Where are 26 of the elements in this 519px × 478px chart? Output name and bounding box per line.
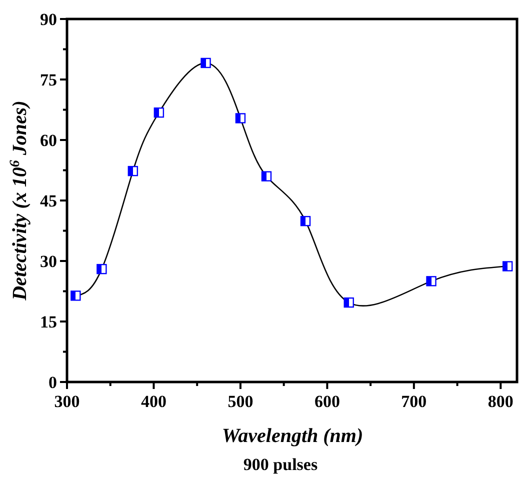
point (200, 58, 211, 68)
y-tick-label: 15 (40, 312, 57, 332)
point (426, 276, 436, 286)
y-tick-label: 0 (48, 372, 57, 392)
point (344, 297, 354, 308)
point (235, 113, 246, 124)
text: 900 pulses (243, 455, 318, 474)
point (96, 264, 107, 274)
x-tick-label: 500 (228, 392, 254, 411)
y-tick-label: 60 (40, 130, 57, 150)
point (70, 290, 81, 301)
x-tick-label: 400 (140, 392, 166, 411)
y-tick-label: 45 (40, 191, 57, 210)
y-tick-label: 75 (40, 70, 57, 90)
y-tick-label: 30 (40, 252, 57, 271)
x-tick-label: 700 (401, 392, 427, 411)
point (502, 261, 513, 272)
x-tick-label: 300 (54, 392, 80, 411)
x-tick-label: 600 (314, 392, 340, 411)
point (154, 107, 164, 118)
point (300, 216, 311, 226)
x-axis-title: Wavelength (nm) (222, 425, 364, 447)
x-tick-label: 800 (488, 392, 514, 411)
point (128, 166, 138, 176)
y-tick-label: 90 (40, 10, 57, 29)
point (261, 171, 272, 182)
